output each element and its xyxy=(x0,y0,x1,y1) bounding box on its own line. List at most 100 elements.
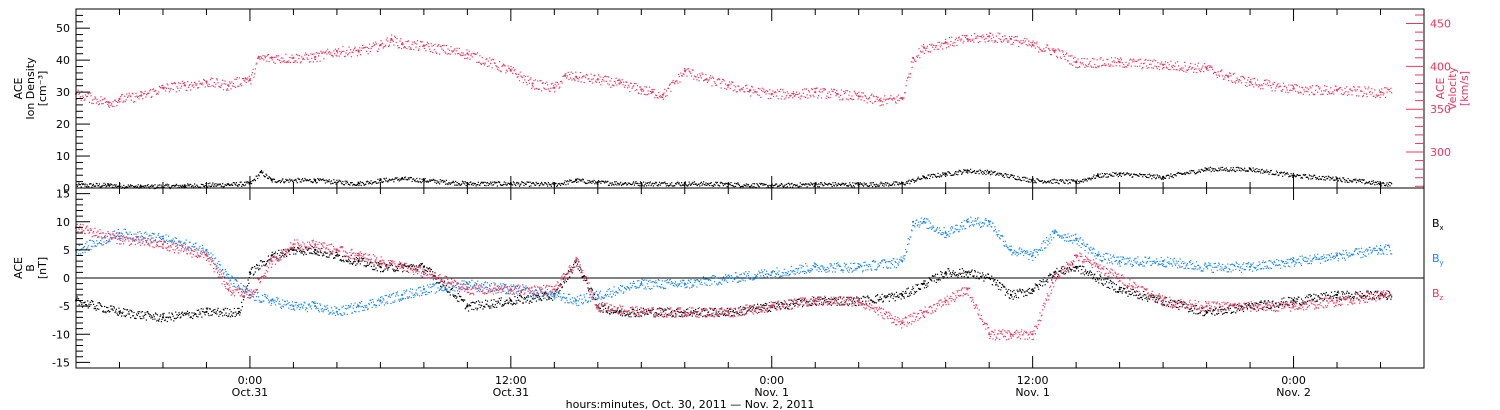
bx-series-sample xyxy=(187,312,189,314)
density-series-sample xyxy=(343,184,346,186)
density-series-sample xyxy=(474,183,476,185)
velocity-series-sample xyxy=(720,87,722,89)
velocity-series-sample xyxy=(742,86,744,89)
density-series-sample xyxy=(561,183,563,185)
velocity-series-sample xyxy=(605,80,607,82)
bx-series-sample xyxy=(104,305,106,308)
velocity-series-sample xyxy=(234,78,236,80)
density-series-sample xyxy=(703,181,705,183)
velocity-series-sample xyxy=(428,46,430,48)
velocity-series-sample xyxy=(940,44,942,46)
velocity-series-sample xyxy=(564,73,566,75)
velocity-series-sample xyxy=(219,86,221,89)
bx-series-sample xyxy=(893,295,895,297)
bx-series-sample xyxy=(505,302,507,305)
density-series-sample xyxy=(847,185,849,187)
velocity-series-sample xyxy=(442,45,444,47)
velocity-series-sample xyxy=(1355,95,1358,97)
velocity-series-sample xyxy=(136,95,138,97)
bx-series-sample xyxy=(697,307,699,310)
velocity-series-sample xyxy=(308,54,310,56)
velocity-series-sample xyxy=(563,75,565,77)
density-series-sample xyxy=(522,182,524,184)
velocity-series-sample xyxy=(569,74,571,76)
density-series-sample xyxy=(598,181,600,183)
velocity-series-sample xyxy=(324,51,326,53)
bx-series-sample xyxy=(644,314,646,316)
bx-series-sample xyxy=(978,278,980,280)
velocity-series-sample xyxy=(181,85,183,87)
bx-series-sample xyxy=(588,289,590,291)
velocity-series-sample xyxy=(1364,86,1366,88)
density-series-sample xyxy=(485,185,487,187)
velocity-series-sample xyxy=(623,86,626,88)
bx-series-sample xyxy=(800,300,802,302)
velocity-series-sample xyxy=(710,77,712,79)
velocity-series-sample xyxy=(203,79,205,81)
velocity-series-sample xyxy=(1190,62,1192,65)
velocity-series-sample xyxy=(458,47,460,49)
density-series-sample xyxy=(581,180,583,182)
velocity-series-sample xyxy=(778,90,780,93)
density-series-sample xyxy=(1247,170,1249,172)
velocity-series-sample xyxy=(135,92,137,94)
velocity-series-sample xyxy=(173,82,175,84)
density-series-sample xyxy=(802,184,804,186)
density-series-sample xyxy=(120,185,122,187)
velocity-series-sample xyxy=(570,71,572,73)
density-series-sample xyxy=(1028,181,1030,183)
bx-series-sample xyxy=(216,309,219,311)
density-series-sample xyxy=(760,183,762,185)
velocity-series-sample xyxy=(807,97,809,99)
bx-series-sample xyxy=(374,269,376,271)
density-series-sample xyxy=(1235,166,1237,169)
velocity-series-sample xyxy=(470,53,473,55)
bx-series-sample xyxy=(563,280,565,283)
velocity-series-sample xyxy=(1177,61,1179,63)
density-series-sample xyxy=(1174,174,1176,176)
velocity-series-sample xyxy=(1114,57,1116,59)
density-series-sample xyxy=(259,172,261,174)
density-series-sample xyxy=(845,182,847,184)
velocity-series-sample xyxy=(236,76,238,79)
density-series-sample xyxy=(903,183,905,185)
bx-series-sample xyxy=(960,272,962,274)
velocity-series-sample xyxy=(1228,79,1230,82)
density-series-sample xyxy=(686,185,688,187)
density-series-sample xyxy=(588,180,591,182)
velocity-series-sample xyxy=(484,62,486,64)
velocity-series-sample xyxy=(916,55,918,57)
velocity-series-sample xyxy=(900,97,902,99)
velocity-series-sample xyxy=(485,58,487,61)
density-series-sample xyxy=(673,185,675,187)
density-series-sample xyxy=(969,171,971,173)
velocity-series-sample xyxy=(351,51,353,53)
velocity-series-sample xyxy=(1088,63,1090,66)
velocity-series-sample xyxy=(585,77,587,79)
velocity-series-sample xyxy=(1132,61,1134,63)
bx-series-sample xyxy=(916,290,918,293)
density-series-sample xyxy=(447,183,449,186)
velocity-series-sample xyxy=(1315,85,1317,87)
density-series-sample xyxy=(1034,180,1036,182)
density-series-sample xyxy=(85,183,87,185)
density-series-sample xyxy=(404,176,406,178)
density-series-sample xyxy=(224,184,226,186)
density-series-sample xyxy=(1308,178,1310,180)
bx-series-sample xyxy=(962,272,964,274)
bx-series-sample xyxy=(917,283,919,286)
velocity-series-sample xyxy=(938,41,941,43)
density-series-sample xyxy=(1352,179,1355,181)
density-series-sample xyxy=(600,182,602,184)
velocity-series-sample xyxy=(476,61,478,63)
bx-series-sample xyxy=(691,312,693,314)
density-series-sample xyxy=(1012,176,1014,178)
density-series-sample xyxy=(1014,178,1016,180)
velocity-series-sample xyxy=(1032,40,1034,42)
bx-series-sample xyxy=(774,307,776,310)
velocity-series-sample xyxy=(517,76,519,78)
density-series-sample xyxy=(104,183,107,185)
velocity-series-sample xyxy=(1083,57,1085,60)
velocity-series-sample xyxy=(194,81,196,83)
velocity-series-sample xyxy=(903,92,906,94)
